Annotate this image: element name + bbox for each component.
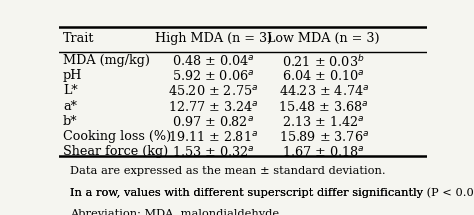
Text: Cooking loss (%): Cooking loss (%) (63, 130, 171, 143)
Text: High MDA (n = 3): High MDA (n = 3) (155, 32, 272, 45)
Text: In a row, values with different superscript differ significantly (P < 0.05).: In a row, values with different superscr… (70, 188, 474, 198)
Text: 45.20 ± 2.75$^{a}$: 45.20 ± 2.75$^{a}$ (168, 84, 259, 98)
Text: 0.48 ± 0.04$^{a}$: 0.48 ± 0.04$^{a}$ (172, 54, 255, 68)
Text: b*: b* (63, 115, 77, 128)
Text: L*: L* (63, 84, 78, 97)
Text: In a row, values with different superscript differ significantly: In a row, values with different superscr… (70, 188, 427, 198)
Text: Trait: Trait (63, 32, 94, 45)
Text: 1.67 ± 0.18$^{a}$: 1.67 ± 0.18$^{a}$ (283, 145, 365, 159)
Text: 44.23 ± 4.74$^{a}$: 44.23 ± 4.74$^{a}$ (279, 84, 369, 98)
Text: MDA (mg/kg): MDA (mg/kg) (63, 54, 150, 67)
Text: 6.04 ± 0.10$^{a}$: 6.04 ± 0.10$^{a}$ (283, 69, 365, 83)
Text: 5.92 ± 0.06$^{a}$: 5.92 ± 0.06$^{a}$ (173, 69, 255, 83)
Text: Low MDA (n = 3): Low MDA (n = 3) (267, 32, 380, 45)
Text: 2.13 ± 1.42$^{a}$: 2.13 ± 1.42$^{a}$ (283, 115, 365, 129)
Text: Shear force (kg): Shear force (kg) (63, 145, 168, 158)
Text: 1.53 ± 0.32$^{a}$: 1.53 ± 0.32$^{a}$ (172, 145, 255, 159)
Text: Data are expressed as the mean ± standard deviation.: Data are expressed as the mean ± standar… (70, 166, 386, 176)
Text: 15.48 ± 3.68$^{a}$: 15.48 ± 3.68$^{a}$ (278, 100, 369, 114)
Text: a*: a* (63, 100, 77, 113)
Text: 0.97 ± 0.82$^{a}$: 0.97 ± 0.82$^{a}$ (173, 115, 255, 129)
Text: 15.89 ± 3.76$^{a}$: 15.89 ± 3.76$^{a}$ (279, 130, 369, 144)
Text: In a row, values with different superscript differ significantly: In a row, values with different superscr… (70, 188, 427, 198)
Text: 12.77 ± 3.24$^{a}$: 12.77 ± 3.24$^{a}$ (168, 100, 259, 114)
Text: 19.11 ± 2.81$^{a}$: 19.11 ± 2.81$^{a}$ (168, 130, 259, 144)
Text: pH: pH (63, 69, 82, 82)
Text: 0.21 ± 0.03$^{b}$: 0.21 ± 0.03$^{b}$ (283, 54, 365, 70)
Text: Abreviation: MDA, malondialdehyde.: Abreviation: MDA, malondialdehyde. (70, 209, 283, 215)
